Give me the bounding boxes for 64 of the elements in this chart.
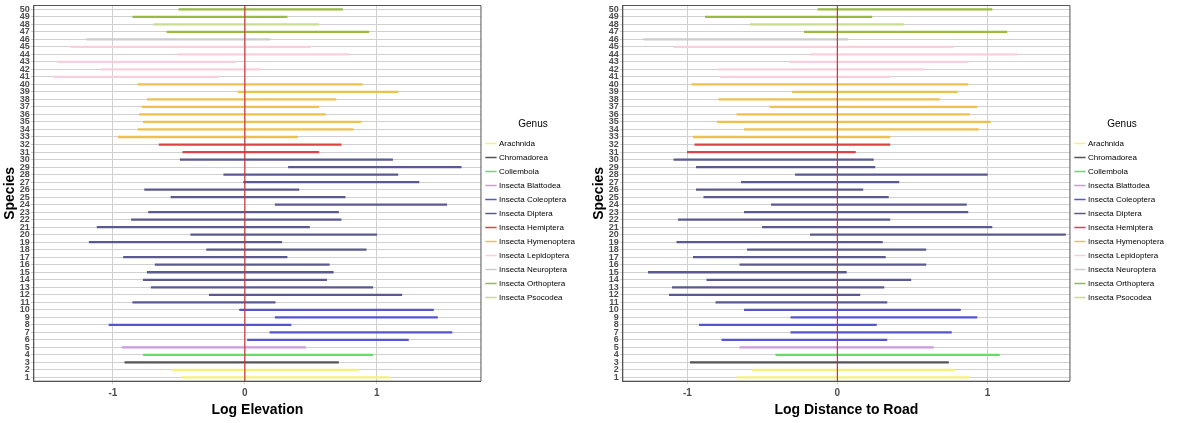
legend-label: Insecta Hemiptera bbox=[498, 222, 565, 232]
legend-label: Insecta Blattodea bbox=[1087, 180, 1151, 190]
x-tick-label: -1 bbox=[682, 386, 693, 398]
legend-label: Insecta Coleoptera bbox=[1087, 194, 1156, 204]
bar bbox=[771, 203, 967, 206]
legend-label: Chromadorea bbox=[1087, 152, 1138, 162]
x-tick-label: -1 bbox=[108, 386, 118, 398]
legend-label: Insecta Orthoptera bbox=[1087, 278, 1155, 288]
bar bbox=[718, 98, 940, 101]
legend-label: Insecta Orthoptera bbox=[498, 278, 566, 288]
x-tick-label: 1 bbox=[984, 386, 991, 398]
bar bbox=[124, 361, 339, 364]
bar bbox=[158, 143, 342, 146]
bar bbox=[181, 376, 391, 379]
y-tick-label: 31 bbox=[608, 146, 619, 157]
x-axis-title: Log Elevation bbox=[211, 401, 304, 418]
legend-label: Insecta Blattodea bbox=[498, 180, 562, 190]
bar bbox=[696, 188, 864, 191]
bar bbox=[736, 376, 970, 379]
x-axis-title: Log Distance to Road bbox=[774, 401, 919, 418]
legend-label: Insecta Hemiptera bbox=[1087, 222, 1154, 232]
x-tick-label: 0 bbox=[242, 386, 249, 398]
bar bbox=[179, 158, 393, 161]
y-tick-label: 50 bbox=[19, 3, 30, 14]
legend-label: Arachnida bbox=[498, 138, 536, 148]
bar bbox=[146, 98, 337, 101]
y-axis-title: Species bbox=[590, 166, 607, 220]
legend-label: Chromadorea bbox=[498, 152, 549, 162]
bar bbox=[673, 158, 874, 161]
bar bbox=[744, 128, 979, 131]
legend-label: Collembola bbox=[1087, 166, 1129, 176]
y-axis-title: Species bbox=[1, 166, 18, 220]
legend-label: Insecta Neuroptera bbox=[498, 264, 568, 274]
bar bbox=[137, 83, 363, 86]
bar bbox=[137, 128, 354, 131]
legend-title: Genus bbox=[518, 118, 548, 130]
bar bbox=[691, 83, 969, 86]
bar bbox=[795, 173, 988, 176]
bar bbox=[139, 113, 326, 116]
bar bbox=[121, 346, 306, 349]
legend-label: Insecta Neuroptera bbox=[1087, 264, 1157, 274]
legend-label: Insecta Psocodea bbox=[1087, 292, 1153, 302]
y-tick-label: 31 bbox=[19, 146, 30, 157]
x-tick-label: 0 bbox=[834, 386, 841, 398]
legend-label: Insecta Coleoptera bbox=[498, 194, 567, 204]
legend-label: Collembola bbox=[498, 166, 540, 176]
bar bbox=[694, 143, 891, 146]
legend-label: Insecta Diptera bbox=[498, 208, 554, 218]
legend-label: Insecta Lepidoptera bbox=[1087, 250, 1159, 260]
legend-label: Insecta Hymenoptera bbox=[498, 236, 576, 246]
bar bbox=[739, 346, 934, 349]
bar bbox=[144, 188, 300, 191]
legend-label: Insecta Psocodea bbox=[498, 292, 564, 302]
y-tick-label: 50 bbox=[608, 3, 619, 14]
legend-label: Insecta Hymenoptera bbox=[1087, 236, 1165, 246]
legend-label: Arachnida bbox=[1087, 138, 1125, 148]
legend-label: Insecta Diptera bbox=[1087, 208, 1143, 218]
bar bbox=[223, 173, 399, 176]
x-tick-label: 1 bbox=[373, 386, 380, 398]
legend-label: Insecta Lepidoptera bbox=[498, 250, 570, 260]
bar bbox=[274, 203, 447, 206]
bar bbox=[690, 361, 949, 364]
bar bbox=[736, 113, 970, 116]
legend-title: Genus bbox=[1107, 118, 1137, 130]
